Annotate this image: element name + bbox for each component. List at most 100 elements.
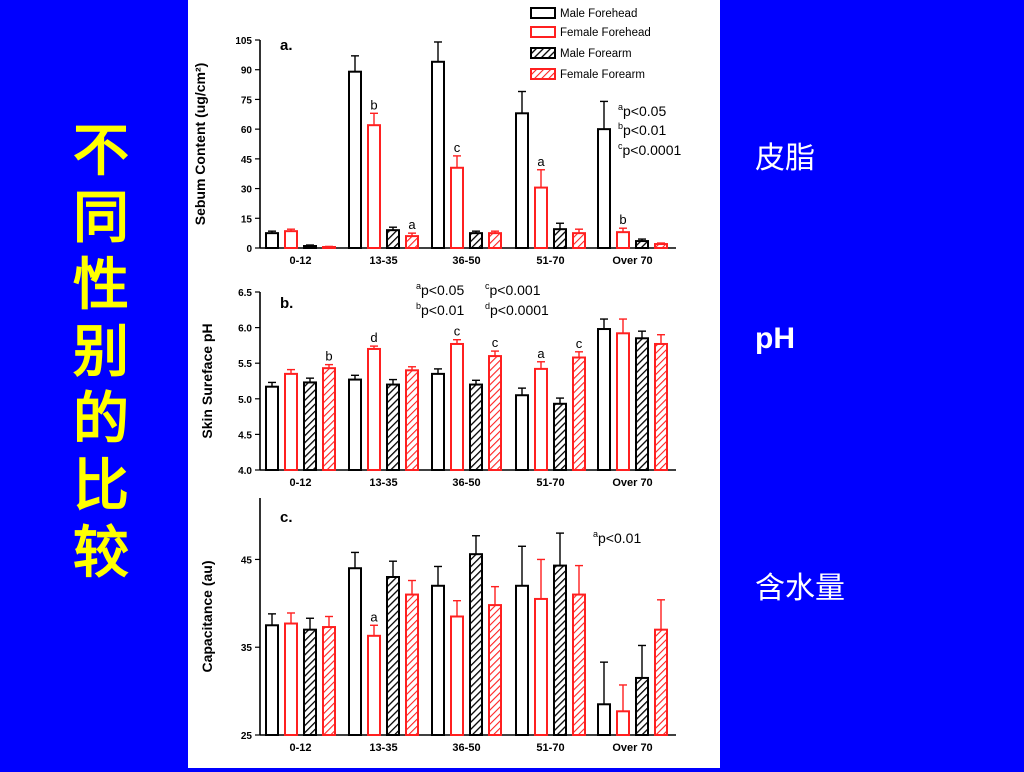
vertical-title: 不同性别的比较: [73, 119, 129, 586]
bar: [284, 230, 298, 250]
bar: [488, 232, 502, 249]
bar: [303, 628, 317, 737]
bar: [654, 243, 668, 250]
bar: [386, 383, 400, 471]
bar: [534, 186, 548, 249]
bar: [367, 124, 381, 249]
significance-label: c: [576, 336, 583, 351]
bar: [450, 166, 464, 249]
y-axis-label: Capacitance (au): [199, 560, 215, 672]
bar: [515, 394, 529, 471]
x-tick-label: 51-70: [536, 742, 564, 754]
bar: [265, 385, 279, 472]
bar: [367, 634, 381, 736]
bar: [597, 328, 611, 471]
bar: [405, 593, 419, 736]
bar: [386, 229, 400, 250]
x-tick-label: 36-50: [452, 477, 480, 489]
significance-label: b: [325, 349, 332, 364]
significance-label: a: [408, 217, 416, 232]
bar: [515, 584, 529, 736]
legend-label: Male Forearm: [560, 48, 632, 60]
bar: [469, 383, 483, 471]
significance-label: a: [370, 609, 378, 624]
panel-letter: a.: [280, 37, 293, 54]
panel-letter: b.: [280, 295, 293, 312]
bar: [367, 347, 381, 471]
stat-text: dp<0.0001: [485, 301, 549, 318]
bar: [572, 232, 586, 249]
bar: [284, 372, 298, 472]
y-tick-label: 0: [246, 244, 252, 255]
bar: [405, 235, 419, 250]
y-tick-label: 6.0: [238, 324, 252, 335]
x-tick-label: 36-50: [452, 742, 480, 754]
bar: [488, 604, 502, 736]
bar: [431, 372, 445, 472]
bar: [515, 112, 529, 249]
bar: [469, 553, 483, 737]
legend-label: Female Forearm: [560, 69, 645, 81]
chart-figure: 0 15 30 45 60 75 90 105 Sebum Content (ug/cm²) a.…: [192, 7, 681, 754]
y-tick-label: 45: [241, 555, 253, 566]
stat-text: cp<0.001: [485, 281, 541, 298]
bar: [284, 622, 298, 736]
bar: [553, 402, 567, 471]
y-tick-label: 90: [241, 66, 253, 77]
x-tick-label: Over 70: [612, 742, 652, 754]
bar: [322, 626, 336, 736]
bar: [348, 378, 362, 471]
y-tick-label: 15: [241, 214, 253, 225]
stat-text: ap<0.01: [593, 529, 641, 546]
x-tick-label: 13-35: [369, 742, 397, 754]
bar: [450, 342, 464, 472]
figure-panel: 0 15 30 45 60 75 90 105 Sebum Content (ug/cm²) a.…: [188, 0, 720, 768]
bar: [322, 367, 336, 471]
bar: [265, 232, 279, 249]
legend-label: Female Forehead: [560, 27, 651, 39]
stat-text: cp<0.0001: [618, 141, 681, 158]
bar: [469, 232, 483, 249]
bar: [635, 240, 649, 249]
bar: [265, 624, 279, 736]
bar: [616, 332, 630, 471]
panel-letter: c.: [280, 509, 293, 526]
bar: [303, 245, 317, 249]
x-tick-label: 13-35: [369, 477, 397, 489]
legend-swatch: [530, 26, 556, 38]
x-tick-label: 36-50: [452, 255, 480, 267]
bar: [572, 356, 586, 471]
label-ph: pH: [755, 322, 795, 355]
bar: [348, 567, 362, 736]
significance-label: b: [370, 97, 377, 112]
x-tick-label: 0-12: [289, 255, 311, 267]
bar: [534, 597, 548, 737]
bar: [635, 676, 649, 737]
y-tick-label: 5.5: [238, 359, 252, 370]
bar: [348, 70, 362, 249]
significance-label: b: [619, 212, 626, 227]
x-tick-label: Over 70: [612, 477, 652, 489]
legend-swatch: [530, 47, 556, 59]
y-tick-label: 75: [241, 95, 253, 106]
bar: [616, 231, 630, 249]
bar: [488, 355, 502, 471]
legend-swatch: [530, 68, 556, 80]
y-tick-label: 45: [241, 155, 253, 166]
significance-label: c: [492, 335, 499, 350]
y-tick-label: 4.0: [238, 466, 252, 477]
stat-text: ap<0.05: [416, 281, 464, 298]
bar: [386, 576, 400, 736]
stat-text: bp<0.01: [618, 121, 666, 138]
label-hydration: 含水量: [755, 571, 845, 606]
bar: [597, 703, 611, 736]
y-tick-label: 105: [235, 36, 252, 47]
y-tick-label: 4.5: [238, 430, 252, 441]
significance-label: d: [370, 330, 377, 345]
significance-label: a: [537, 346, 545, 361]
bar: [534, 367, 548, 471]
x-tick-label: 0-12: [289, 742, 311, 754]
bar: [322, 246, 336, 249]
bar: [597, 128, 611, 249]
significance-label: c: [454, 324, 461, 339]
